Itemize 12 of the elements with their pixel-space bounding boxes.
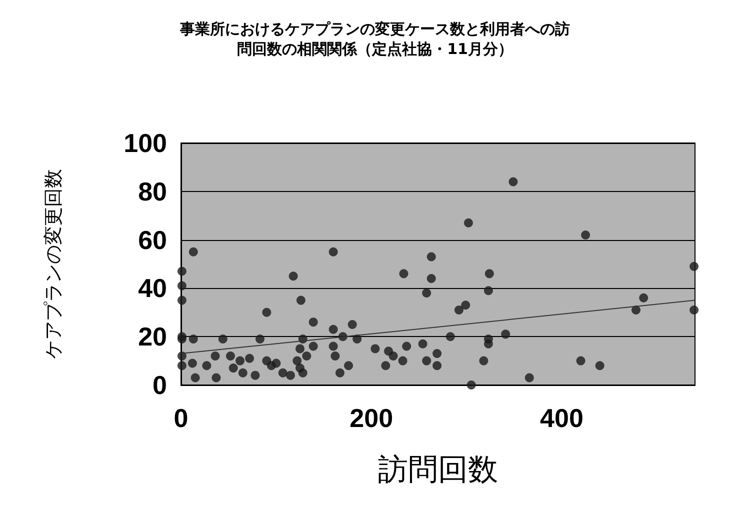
y-axis-title: ケアプランの変更回数 [42,169,64,359]
y-tick-label: 60 [138,224,167,255]
y-tick-label: 80 [138,176,167,206]
x-axis-title: 訪問回数 [378,452,498,488]
x-tick-label: 400 [540,403,584,433]
y-tick-label: 20 [138,322,167,352]
chart-title: 事業所におけるケアプランの変更ケース数と利用者への訪問回数の相関関係（定点社協・11月分） [179,20,570,58]
y-tick-label: 40 [138,273,167,304]
x-tick-label: 0 [174,403,188,433]
y-tick-label: 100 [124,128,167,158]
y-tick-label: 0 [152,370,167,400]
x-tick-label: 200 [350,403,394,433]
